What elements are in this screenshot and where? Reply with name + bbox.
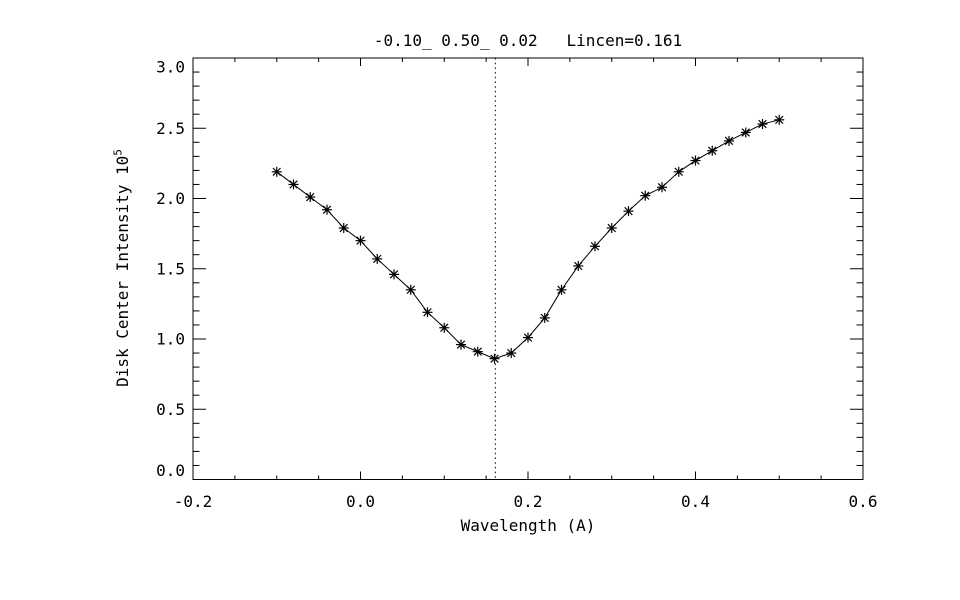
marker-stroke (657, 183, 667, 192)
marker-stroke (356, 236, 365, 245)
data-point-marker (724, 135, 734, 146)
data-point-marker (271, 166, 282, 177)
x-tick-label: 0.2 (514, 492, 543, 511)
data-point-marker (338, 223, 349, 234)
marker-stroke (775, 115, 784, 125)
x-tick-label: -0.2 (174, 492, 213, 511)
data-point-marker (690, 155, 701, 166)
data-point-marker (422, 307, 433, 318)
marker-stroke (641, 191, 650, 200)
x-tick-label: 0.0 (346, 492, 375, 511)
data-point-marker (556, 284, 567, 295)
y-axis-label: Disk Center Intensity 105 (111, 56, 133, 480)
marker-stroke (691, 156, 700, 165)
marker-stroke (607, 223, 616, 233)
series-line (276, 119, 780, 360)
marker-stroke (624, 206, 633, 216)
marker-stroke (440, 323, 449, 332)
data-point-marker (740, 127, 751, 138)
y-tick-label: 0.0 (156, 461, 185, 480)
y-tick-label: 1.5 (156, 259, 185, 278)
marker-stroke (306, 192, 315, 202)
marker-stroke (339, 223, 348, 233)
x-tick-label: 0.6 (849, 492, 878, 511)
marker-stroke (724, 136, 734, 146)
y-tick-label: 0.5 (156, 400, 185, 419)
marker-stroke (708, 146, 717, 155)
marker-stroke (507, 348, 516, 358)
x-axis-label: Wavelength (A) (460, 516, 596, 535)
marker-stroke (389, 270, 399, 279)
marker-stroke (523, 333, 533, 342)
y-tick-label: 2.5 (156, 119, 185, 138)
x-tick-label: 0.4 (681, 492, 710, 511)
marker-stroke (373, 254, 382, 264)
data-point-marker (322, 204, 332, 215)
marker-stroke (674, 167, 683, 177)
data-point-marker (456, 339, 466, 350)
marker-stroke (557, 285, 566, 295)
marker-stroke (406, 285, 415, 295)
marker-stroke (490, 354, 499, 363)
marker-stroke (456, 340, 466, 349)
data-point-marker (573, 260, 584, 271)
data-point-marker (757, 119, 768, 130)
y-axis-label-text: Disk Center Intensity 10 (113, 155, 132, 387)
y-tick-label: 1.0 (156, 330, 185, 349)
data-point-marker (472, 346, 483, 357)
data-point-marker (305, 192, 316, 203)
y-tick-label: 3.0 (156, 58, 185, 77)
data-point-marker (539, 312, 550, 323)
data-point-marker (389, 269, 399, 280)
data-point-marker (774, 114, 785, 125)
data-point-marker (590, 241, 600, 252)
data-point-marker (405, 284, 416, 295)
data-point-marker (439, 322, 450, 333)
data-point-marker (523, 332, 533, 343)
data-point-marker (657, 182, 667, 193)
data-point-marker (355, 235, 366, 246)
data-point-marker (640, 190, 651, 201)
data-point-marker (673, 166, 684, 177)
data-point-marker (288, 179, 299, 190)
marker-stroke (322, 205, 332, 214)
data-point-marker (623, 206, 634, 217)
data-point-marker (372, 253, 383, 264)
y-tick-label: 2.0 (156, 189, 185, 208)
marker-stroke (590, 242, 600, 251)
marker-stroke (574, 261, 583, 271)
y-axis-label-exponent: 5 (111, 149, 125, 156)
marker-stroke (289, 180, 298, 189)
marker-stroke (272, 167, 281, 177)
data-point-marker (506, 348, 517, 359)
marker-stroke (741, 128, 750, 137)
marker-stroke (473, 347, 482, 356)
marker-stroke (540, 313, 549, 323)
plot-title: -0.10_ 0.50_ 0.02 Lincen=0.161 (373, 31, 683, 50)
data-point-marker (489, 353, 500, 364)
data-point-marker (606, 223, 617, 234)
marker-stroke (423, 308, 432, 317)
data-point-marker (707, 145, 718, 156)
marker-stroke (758, 119, 767, 129)
